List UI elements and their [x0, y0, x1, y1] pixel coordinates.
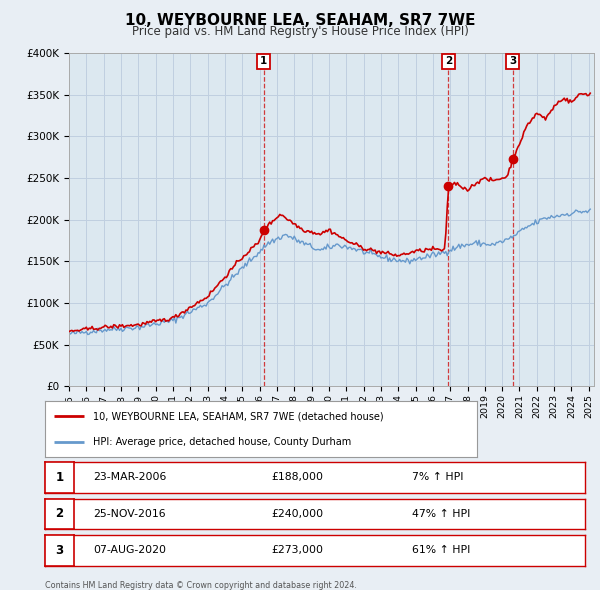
- Text: £240,000: £240,000: [272, 509, 324, 519]
- Text: 2: 2: [55, 507, 64, 520]
- Text: 10, WEYBOURNE LEA, SEAHAM, SR7 7WE: 10, WEYBOURNE LEA, SEAHAM, SR7 7WE: [125, 13, 475, 28]
- Text: 25-NOV-2016: 25-NOV-2016: [94, 509, 166, 519]
- Text: 3: 3: [509, 57, 516, 67]
- Text: 10, WEYBOURNE LEA, SEAHAM, SR7 7WE (detached house): 10, WEYBOURNE LEA, SEAHAM, SR7 7WE (deta…: [92, 411, 383, 421]
- Text: £273,000: £273,000: [272, 546, 324, 555]
- Text: 2: 2: [445, 57, 452, 67]
- Text: 3: 3: [55, 544, 64, 557]
- Text: £188,000: £188,000: [272, 473, 324, 482]
- Text: HPI: Average price, detached house, County Durham: HPI: Average price, detached house, Coun…: [92, 437, 351, 447]
- Text: Price paid vs. HM Land Registry's House Price Index (HPI): Price paid vs. HM Land Registry's House …: [131, 25, 469, 38]
- Text: 61% ↑ HPI: 61% ↑ HPI: [412, 546, 470, 555]
- Text: 1: 1: [260, 57, 267, 67]
- Text: 07-AUG-2020: 07-AUG-2020: [94, 546, 167, 555]
- Text: 1: 1: [55, 471, 64, 484]
- Text: 47% ↑ HPI: 47% ↑ HPI: [412, 509, 470, 519]
- Text: Contains HM Land Registry data © Crown copyright and database right 2024.: Contains HM Land Registry data © Crown c…: [45, 581, 357, 589]
- Text: 23-MAR-2006: 23-MAR-2006: [94, 473, 167, 482]
- Text: 7% ↑ HPI: 7% ↑ HPI: [412, 473, 464, 482]
